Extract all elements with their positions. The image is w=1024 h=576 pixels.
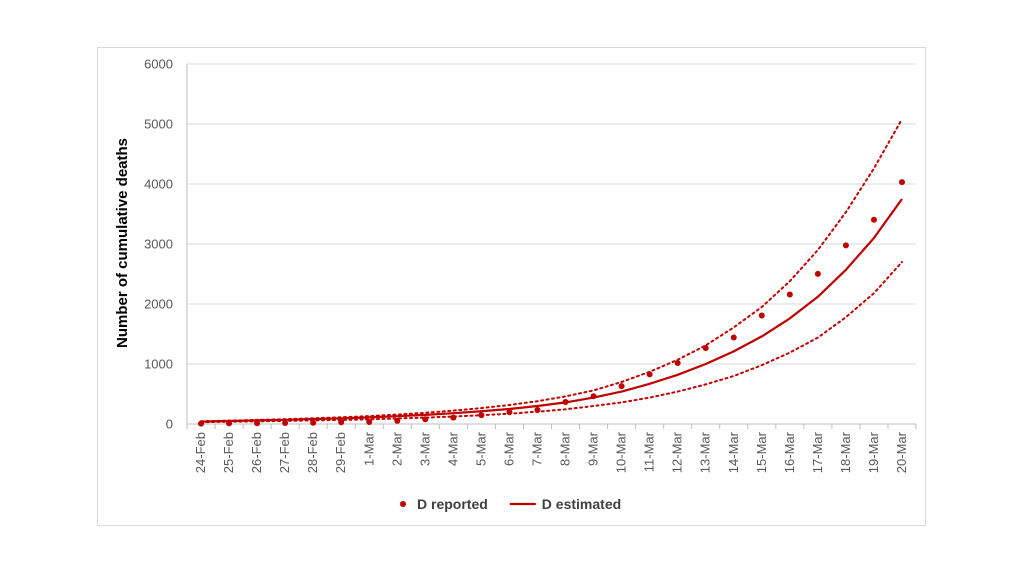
x-tick-label: 11-Mar: [642, 431, 657, 472]
x-tick-label: 10-Mar: [614, 431, 629, 473]
x-tick-label: 19-Mar: [866, 431, 881, 473]
y-tick-labels: 0 1000 2000 3000 4000 5000 6000: [144, 57, 173, 432]
x-tick-label: 29-Feb: [333, 432, 348, 473]
y-tick-label: 6000: [144, 57, 173, 72]
data-point-reported: [786, 291, 793, 298]
data-point-reported: [758, 312, 765, 319]
x-tick-label: 14-Mar: [726, 431, 741, 473]
y-tick-label: 2000: [144, 297, 173, 312]
y-tick-label: 3000: [144, 237, 173, 252]
confidence-bound-line: [200, 261, 903, 424]
data-point-reported: [366, 418, 373, 425]
x-tick-label: 12-Mar: [670, 431, 685, 473]
data-point-reported: [814, 270, 821, 277]
legend-marker-reported: [400, 501, 406, 507]
data-point-reported: [618, 383, 625, 390]
y-tick-label: 4000: [144, 177, 173, 192]
x-tick-label: 16-Mar: [782, 431, 797, 473]
y-tick-label: 1000: [144, 357, 173, 372]
x-tick-label: 4-Mar: [445, 431, 460, 466]
y-tick-label: 0: [166, 417, 173, 432]
y-tick-label: 5000: [144, 117, 173, 132]
x-tick-label: 26-Feb: [249, 432, 264, 473]
axes: [186, 64, 917, 429]
x-tick-label: 28-Feb: [305, 432, 320, 473]
x-tick-label: 18-Mar: [838, 431, 853, 473]
x-tick-label: 15-Mar: [754, 431, 769, 473]
data-point-reported: [898, 179, 905, 186]
x-tick-label: 17-Mar: [810, 431, 825, 473]
legend: D reported D estimated: [400, 496, 621, 512]
x-tick-label: 24-Feb: [193, 432, 208, 473]
x-tick-label: 27-Feb: [277, 432, 292, 473]
legend-label: D estimated: [542, 496, 621, 512]
x-tick-label: 13-Mar: [698, 431, 713, 473]
data-point-reported: [730, 334, 737, 341]
x-tick-label: 7-Mar: [529, 431, 544, 466]
x-tick-label: 2-Mar: [389, 431, 404, 466]
line-chart: 0 1000 2000 3000 4000 5000 6000 24-Feb 25-Feb 26…: [114, 57, 917, 512]
y-axis-label: Number of cumulative deaths: [114, 138, 131, 348]
chart-frame: 0 1000 2000 3000 4000 5000 6000 24-Feb 25-Feb 26…: [97, 47, 926, 526]
x-tick-label: 8-Mar: [558, 431, 573, 466]
x-tick-label: 1-Mar: [361, 431, 376, 466]
data-point-reported: [842, 242, 849, 249]
x-tick-label: 20-Mar: [894, 431, 909, 473]
x-tick-labels: 24-Feb 25-Feb 26-Feb 27-Feb 28-Feb 29-Feb 1-Ma…: [193, 431, 909, 473]
legend-label: D reported: [417, 496, 488, 512]
estimated-line: [200, 198, 903, 423]
series: [198, 118, 905, 427]
data-point-reported: [870, 216, 877, 223]
x-tick-label: 5-Mar: [473, 431, 488, 466]
x-tick-label: 9-Mar: [586, 431, 601, 466]
confidence-bound-line: [200, 118, 903, 423]
data-point-reported: [674, 360, 681, 367]
x-tick-label: 3-Mar: [417, 431, 432, 466]
x-tick-label: 25-Feb: [221, 432, 236, 473]
x-tick-label: 6-Mar: [501, 431, 516, 466]
gridlines: [187, 63, 916, 365]
